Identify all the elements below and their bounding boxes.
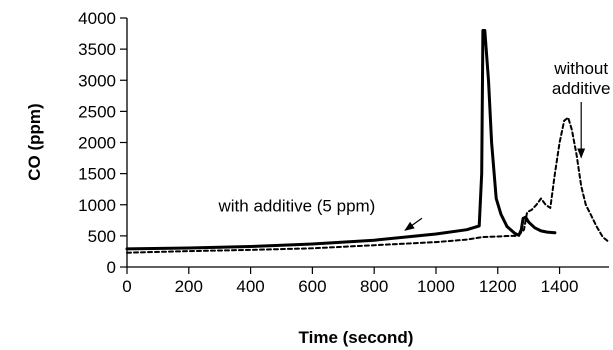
y-tick-label: 1000	[78, 196, 116, 215]
series-line-with-additive	[125, 29, 557, 251]
x-tick-label: 1400	[541, 277, 579, 296]
y-tick-label: 4000	[78, 9, 116, 28]
x-tick-label: 400	[236, 277, 264, 296]
series-lines	[125, 29, 610, 254]
x-tick-label: 600	[298, 277, 326, 296]
x-tick-label: 0	[122, 277, 131, 296]
y-tick-label: 0	[107, 258, 116, 277]
y-tick-label: 3500	[78, 40, 116, 59]
series-line-without-additive	[126, 116, 610, 254]
y-tick-label: 3000	[78, 71, 116, 90]
x-axis-title: Time (second)	[299, 328, 414, 347]
y-axis-title: CO (ppm)	[25, 103, 44, 180]
y-tick-label: 1500	[78, 165, 116, 184]
y-tick-label: 2500	[78, 102, 116, 121]
x-tick-label: 200	[175, 277, 203, 296]
annotation-label: without additive	[552, 59, 611, 98]
annotation-label: with additive (5 ppm)	[218, 196, 376, 215]
annotation-arrow	[404, 217, 423, 231]
y-tick-label: 500	[88, 227, 116, 246]
x-tick-label: 1000	[417, 277, 455, 296]
x-tick-label: 1200	[479, 277, 517, 296]
y-tick-label: 2000	[78, 134, 116, 153]
x-tick-label: 800	[360, 277, 388, 296]
axes: 0 500 1000 1500 2000 2500 3000 3500 4000 0 200 400 6…	[78, 9, 609, 296]
annotations: with additive (5 ppm) without additive	[218, 59, 611, 231]
